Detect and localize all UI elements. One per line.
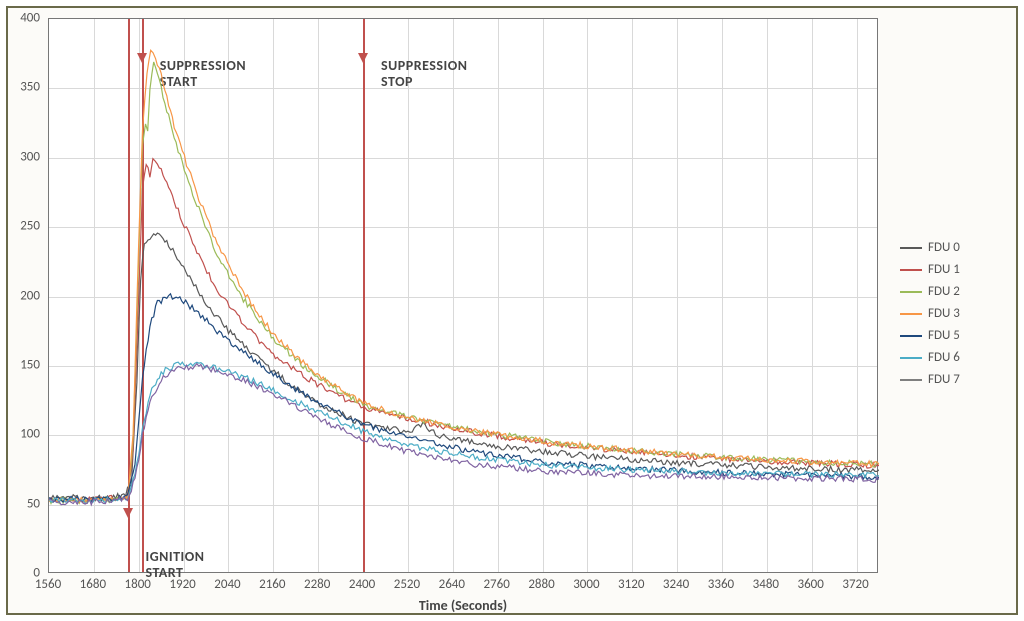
legend-swatch (900, 247, 922, 249)
legend-label: FDU 6 (928, 350, 960, 365)
legend-swatch (900, 335, 922, 337)
legend-label: FDU 3 (928, 306, 960, 321)
x-tick-label: 1920 (169, 577, 195, 592)
series-svg (49, 19, 879, 574)
legend-swatch (900, 379, 922, 381)
x-tick-label: 2280 (304, 577, 330, 592)
legend-swatch (900, 291, 922, 293)
x-tick-label: 2040 (214, 577, 240, 592)
plot-area: IGNITION STARTSUPPRESSION STARTSUPPRESSI… (48, 18, 878, 573)
legend-swatch (900, 357, 922, 359)
x-axis-label: Time (Seconds) (419, 597, 507, 614)
x-tick-label: 1800 (125, 577, 151, 592)
x-tick-label: 2880 (528, 577, 554, 592)
series-fdu-7 (49, 364, 879, 505)
legend-item: FDU 3 (900, 306, 960, 321)
series-fdu-5 (49, 294, 879, 502)
legend-item: FDU 5 (900, 328, 960, 343)
legend-item: FDU 0 (900, 240, 960, 255)
x-tick-label: 3600 (798, 577, 824, 592)
x-tick-label: 1560 (35, 577, 61, 592)
legend-label: FDU 5 (928, 328, 960, 343)
series-fdu-3 (49, 50, 879, 502)
legend-item: FDU 2 (900, 284, 960, 299)
x-tick-label: 3360 (708, 577, 734, 592)
legend-label: FDU 0 (928, 240, 960, 255)
y-tick-label: 150 (10, 357, 40, 372)
legend-item: FDU 7 (900, 372, 960, 387)
x-tick-label: 3000 (573, 577, 599, 592)
y-tick-label: 350 (10, 80, 40, 95)
x-tick-label: 3720 (842, 577, 868, 592)
series-fdu-2 (49, 62, 879, 504)
legend: FDU 0 FDU 1 FDU 2 FDU 3 FDU 5 FDU 6 FDU 7 (900, 240, 960, 394)
y-tick-label: 50 (10, 496, 40, 511)
x-tick-label: 1680 (80, 577, 106, 592)
legend-swatch (900, 269, 922, 271)
x-tick-label: 3480 (753, 577, 779, 592)
legend-label: FDU 7 (928, 372, 960, 387)
legend-swatch (900, 313, 922, 315)
x-tick-label: 2520 (394, 577, 420, 592)
chart-frame: IGNITION STARTSUPPRESSION STARTSUPPRESSI… (6, 6, 1018, 615)
x-tick-label: 3240 (663, 577, 689, 592)
legend-label: FDU 1 (928, 262, 960, 277)
x-tick-label: 2160 (259, 577, 285, 592)
y-tick-label: 100 (10, 427, 40, 442)
y-tick-label: 400 (10, 11, 40, 26)
x-tick-label: 2760 (483, 577, 509, 592)
legend-label: FDU 2 (928, 284, 960, 299)
y-tick-label: 300 (10, 149, 40, 164)
x-tick-label: 2400 (349, 577, 375, 592)
series-fdu-6 (49, 362, 879, 503)
x-tick-label: 2640 (439, 577, 465, 592)
legend-item: FDU 6 (900, 350, 960, 365)
y-tick-label: 200 (10, 288, 40, 303)
legend-item: FDU 1 (900, 262, 960, 277)
y-tick-label: 250 (10, 219, 40, 234)
x-tick-label: 3120 (618, 577, 644, 592)
